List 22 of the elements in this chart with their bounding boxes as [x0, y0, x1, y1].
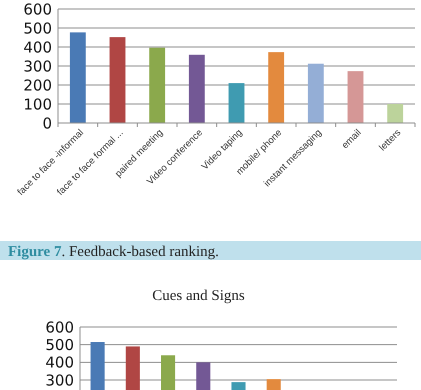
- bar: [188, 54, 205, 123]
- bar: [110, 37, 126, 123]
- y-tick-label: 300: [45, 371, 74, 390]
- bar: [348, 71, 364, 123]
- y-tick-label: 300: [23, 57, 52, 76]
- y-tick-label: 100: [23, 95, 52, 114]
- y-tick-label: 200: [23, 76, 52, 94]
- bar: [149, 48, 166, 123]
- bar: [387, 104, 404, 123]
- y-tick-label: 0: [42, 114, 52, 132]
- bar: [308, 64, 324, 123]
- y-tick-label: 400: [45, 354, 74, 372]
- caption: Figure 7. Feedback-based ranking.: [8, 244, 219, 260]
- y-tick-label: 500: [23, 19, 52, 38]
- y-tick-label: 600: [45, 318, 74, 336]
- y-tick-label: 400: [23, 38, 52, 56]
- y-tick-label: 500: [45, 336, 74, 354]
- bar: [70, 32, 86, 123]
- y-tick-label: 600: [23, 0, 52, 18]
- bar: [268, 52, 284, 123]
- bar: [228, 83, 244, 123]
- chart-title: Cues and Signs: [152, 288, 245, 304]
